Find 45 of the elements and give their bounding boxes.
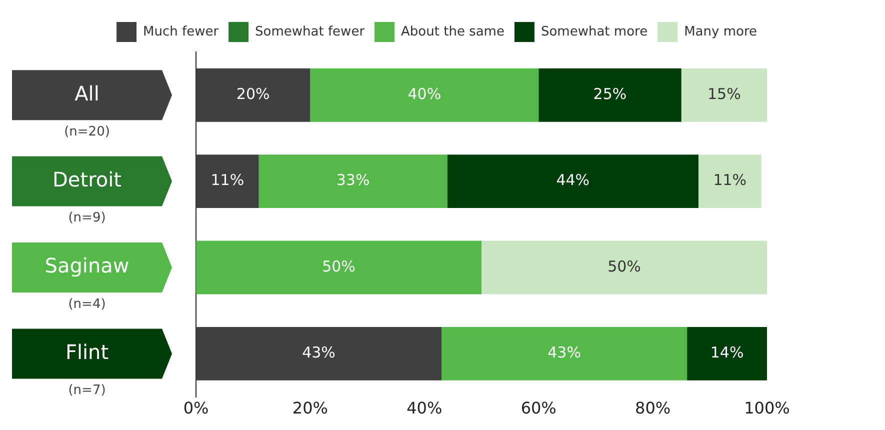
- y-tick-label: All: [74, 81, 100, 106]
- x-tick-label: 80%: [635, 398, 671, 418]
- bar: [698, 154, 762, 208]
- x-tick-label: 60%: [520, 398, 556, 418]
- x-tick-label: 40%: [406, 398, 442, 418]
- bar: [196, 68, 310, 122]
- data-label: 43%: [548, 344, 581, 362]
- legend-label: Many more: [684, 24, 757, 40]
- data-label: 11%: [210, 171, 244, 190]
- x-tick-label: 20%: [292, 398, 328, 418]
- data-label: 50%: [608, 257, 641, 276]
- data-label: 40%: [408, 84, 442, 103]
- y-tick-label: Flint: [65, 340, 109, 364]
- x-tick-label: 100%: [744, 398, 790, 418]
- data-label: 44%: [556, 171, 590, 190]
- legend-label: Somewhat more: [540, 24, 648, 40]
- data-label: 20%: [236, 84, 270, 103]
- bar: [196, 240, 482, 294]
- y-tick-label: Saginaw: [44, 254, 130, 278]
- bar: [687, 326, 767, 380]
- legend-label: Much fewer: [143, 24, 220, 40]
- data-label: 15%: [708, 84, 741, 103]
- y-tick-label: Detroit: [52, 168, 122, 192]
- text: (n=20): [64, 124, 110, 140]
- bar: [681, 68, 767, 122]
- text: (n=4): [68, 296, 106, 312]
- text: (n=9): [68, 210, 106, 226]
- data-label: 50%: [322, 257, 356, 276]
- text: (n=7): [68, 383, 106, 398]
- data-label: 33%: [336, 171, 370, 190]
- legend-label: About the same: [401, 24, 504, 40]
- bar: [482, 240, 767, 294]
- data-label: 14%: [710, 344, 744, 362]
- bar: [258, 154, 448, 208]
- x-tick-label: 0%: [183, 398, 209, 418]
- bar: [538, 68, 682, 122]
- bar: [310, 68, 539, 122]
- bar: [196, 326, 442, 380]
- data-label: 25%: [593, 84, 627, 103]
- bar: [447, 154, 698, 208]
- data-label: 43%: [302, 344, 336, 362]
- bar: [442, 326, 688, 380]
- bar: [196, 154, 259, 208]
- data-label: 11%: [713, 171, 747, 190]
- legend-label: Somewhat fewer: [255, 24, 366, 40]
